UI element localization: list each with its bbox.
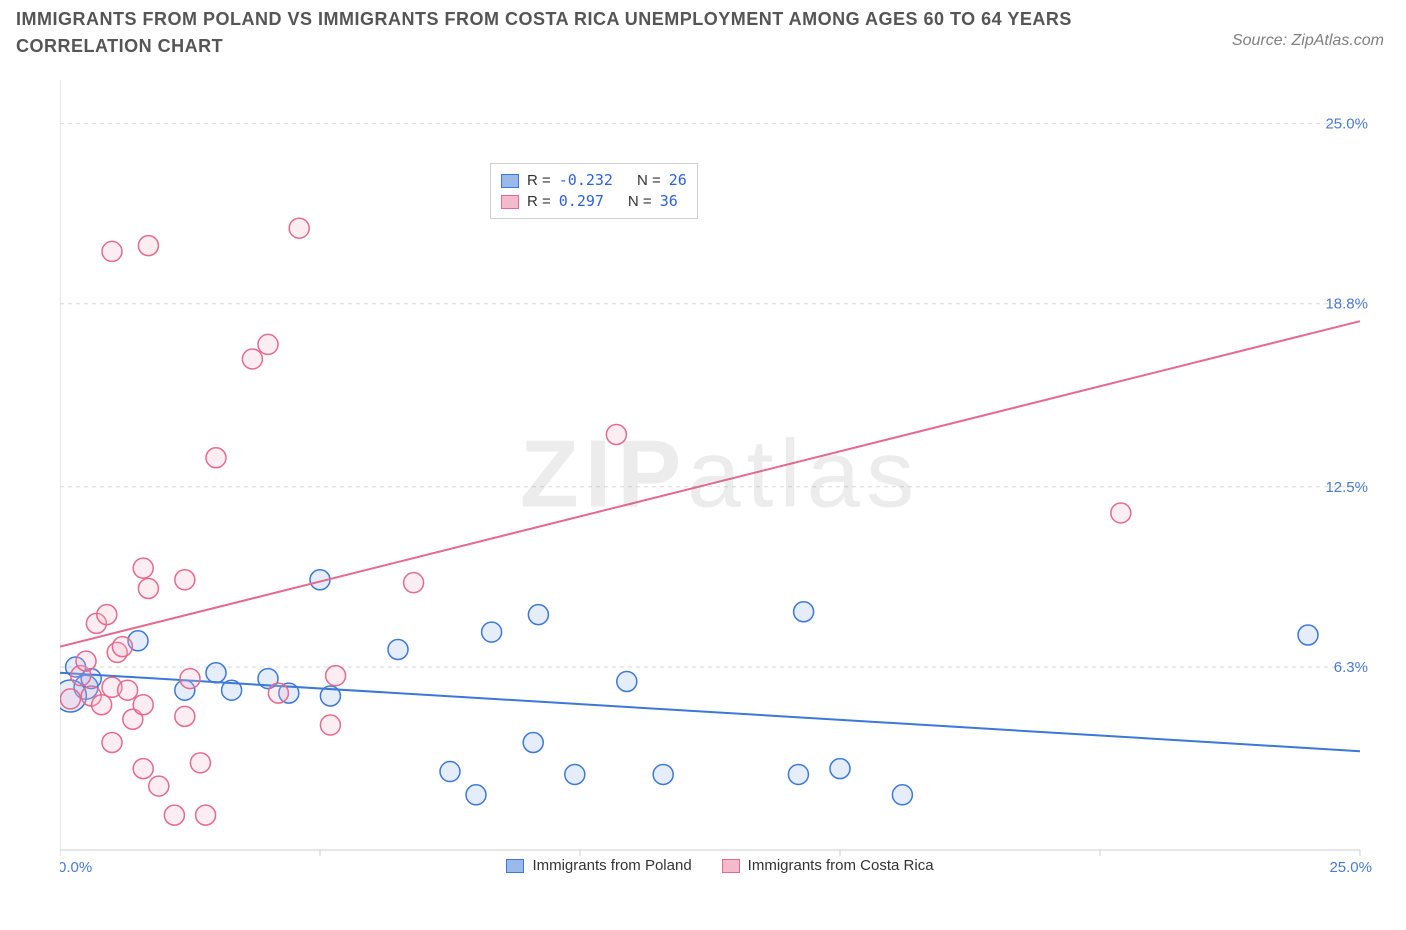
chart-container: IMMIGRANTS FROM POLAND VS IMMIGRANTS FRO… — [0, 0, 1406, 930]
scatter-plot-svg: 6.3%12.5%18.8%25.0%0.0%25.0%Unemployment… — [60, 80, 1380, 880]
legend-r-label-0: R = — [527, 170, 551, 191]
legend-n-value-0: 26 — [669, 170, 687, 191]
chart-area: 6.3%12.5%18.8%25.0%0.0%25.0%Unemployment… — [60, 80, 1380, 880]
legend-row-series-1: R = 0.297 N = 36 — [501, 191, 687, 212]
legend-r-label-1: R = — [527, 191, 551, 212]
svg-text:25.0%: 25.0% — [1325, 116, 1368, 133]
legend-row-series-0: R = -0.232 N = 26 — [501, 170, 687, 191]
source-credit: Source: ZipAtlas.com — [1232, 32, 1384, 50]
series-swatch-0 — [506, 859, 524, 873]
series-legend: Immigrants from Poland Immigrants from C… — [60, 857, 1380, 874]
legend-swatch-1 — [501, 195, 519, 209]
series-swatch-1 — [722, 859, 740, 873]
legend-n-label-0: N = — [637, 170, 661, 191]
legend-n-value-1: 36 — [660, 191, 678, 212]
series-name-0: Immigrants from Poland — [532, 857, 691, 874]
legend-swatch-0 — [501, 174, 519, 188]
svg-text:18.8%: 18.8% — [1325, 296, 1368, 313]
svg-text:6.3%: 6.3% — [1334, 659, 1368, 676]
series-legend-item-0: Immigrants from Poland — [506, 857, 691, 874]
series-name-1: Immigrants from Costa Rica — [748, 857, 934, 874]
legend-r-value-1: 0.297 — [559, 191, 604, 212]
legend-r-value-0: -0.232 — [559, 170, 613, 191]
legend-n-label-1: N = — [628, 191, 652, 212]
chart-title: IMMIGRANTS FROM POLAND VS IMMIGRANTS FRO… — [16, 6, 1116, 60]
svg-text:12.5%: 12.5% — [1325, 479, 1368, 496]
correlation-legend: R = -0.232 N = 26 R = 0.297 N = 36 — [490, 163, 698, 219]
series-legend-item-1: Immigrants from Costa Rica — [722, 857, 934, 874]
